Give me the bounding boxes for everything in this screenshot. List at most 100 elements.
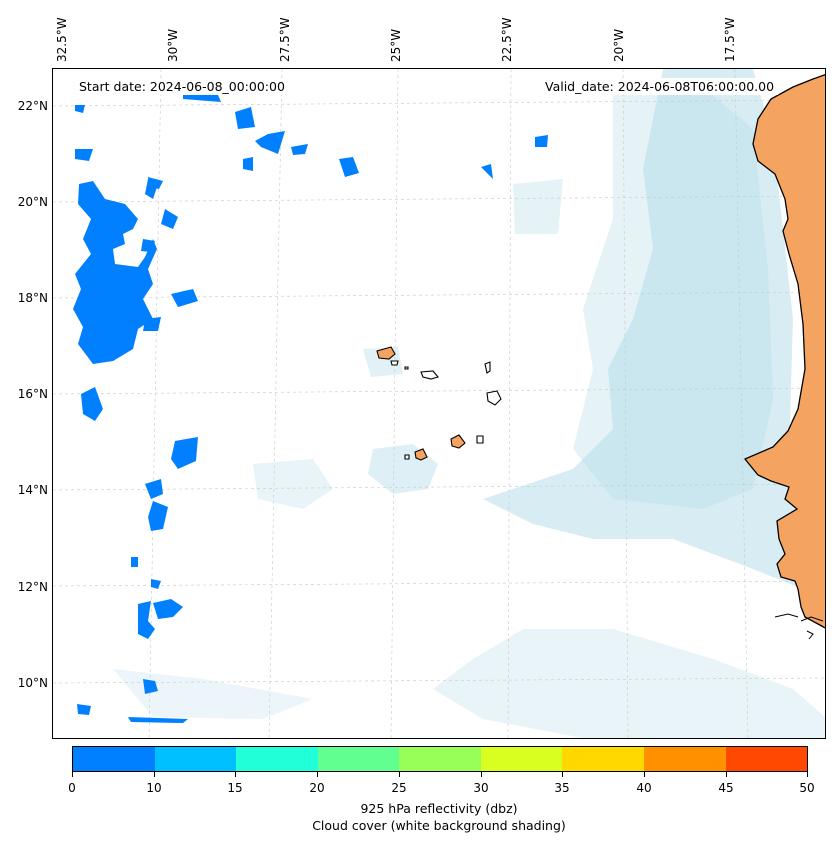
colorbar-tick-label: 35 [554, 781, 570, 795]
radar-echo [141, 239, 155, 252]
radar-echo [73, 181, 157, 364]
radar-echo [243, 157, 253, 171]
lon-label: 30°W [166, 28, 180, 62]
radar-echo [161, 209, 178, 229]
island [486, 390, 502, 406]
colorbar-label: 925 hPa reflectivity (dbz) [360, 801, 518, 816]
island [390, 360, 399, 366]
island [484, 361, 491, 374]
radar-echo [143, 317, 161, 331]
lon-label: 22.5°W [500, 17, 514, 62]
cloud-patch-west [253, 459, 333, 509]
radar-echo [171, 289, 198, 307]
island [476, 435, 484, 444]
map-canvas[interactable] [52, 68, 826, 739]
radar-echo [77, 704, 91, 715]
cape-verde-islands [376, 346, 502, 461]
colorbar-tick [807, 772, 808, 777]
island [376, 346, 396, 360]
radar-echo [81, 387, 103, 421]
cloud-cover [113, 69, 825, 738]
island [404, 366, 409, 370]
radar-echo [481, 164, 493, 179]
gridline-lat [53, 580, 825, 587]
colorbar-tick-label: 10 [146, 781, 162, 795]
radar-echo [138, 601, 155, 639]
colorbar-tick [154, 772, 155, 777]
lon-label: 20°W [612, 28, 626, 62]
colorbar-tick-label: 15 [227, 781, 243, 795]
island [450, 434, 466, 449]
colorbar-segment [562, 747, 644, 771]
lon-label: 17.5°W [723, 17, 737, 62]
gridline-lon [268, 69, 283, 738]
radar-echo [145, 479, 163, 499]
colorbar-segment [317, 747, 400, 771]
colorbar-segment [399, 747, 481, 771]
colorbar-segment [725, 747, 808, 771]
gridline-lon [148, 69, 162, 738]
colorbar-tick-label: 20 [309, 781, 325, 795]
lat-label: 20°N [17, 195, 48, 209]
colorbar-tick-label: 50 [799, 781, 815, 795]
cloud-band-south [433, 629, 825, 738]
colorbar-tick [317, 772, 318, 777]
gridline-lon [390, 69, 399, 738]
island [420, 370, 439, 380]
radar-echo [255, 131, 285, 154]
colorbar-tick-label: 40 [636, 781, 652, 795]
lon-label: 25°W [389, 28, 403, 62]
colorbar-segment [643, 747, 726, 771]
west-africa-land [743, 74, 825, 629]
radar-echo [148, 177, 163, 189]
map-svg [53, 69, 825, 738]
colorbar-tick [72, 772, 73, 777]
valid-date-label: Valid_date: 2024-06-08T06:00:00.00 [541, 78, 779, 95]
lon-label: 32.5°W [55, 17, 69, 62]
lat-label: 12°N [17, 580, 48, 594]
cloud-patch-east-high [513, 179, 563, 234]
colorbar-tick [481, 772, 482, 777]
colorbar-segment [480, 747, 563, 771]
colorbar-sublabel: Cloud cover (white background shading) [312, 818, 566, 833]
lon-label: 27.5°W [278, 17, 292, 62]
radar-echo [75, 105, 85, 113]
cloud-patch-islands [368, 444, 438, 494]
colorbar-tick [399, 772, 400, 777]
colorbar-tick [562, 772, 563, 777]
island [414, 448, 428, 461]
lat-label: 16°N [17, 387, 48, 401]
radar-echo [291, 144, 308, 155]
radar-echo [128, 717, 188, 723]
cloud-wisps-sw [113, 669, 313, 719]
colorbar-tick [644, 772, 645, 777]
radar-echo [75, 149, 93, 161]
start-date-label: Start date: 2024-06-08_00:00:00 [75, 78, 289, 95]
colorbar-tick-label: 45 [718, 781, 734, 795]
lat-label: 14°N [17, 483, 48, 497]
radar-echo [171, 437, 198, 469]
gridline-lon [622, 69, 629, 738]
colorbar-segment [154, 747, 237, 771]
radar-echo [131, 557, 138, 567]
colorbar-tick-label: 30 [473, 781, 489, 795]
colorbar-tick [726, 772, 727, 777]
radar-echo [235, 107, 255, 129]
island [404, 454, 410, 460]
radar-echo [153, 599, 183, 619]
gridline-lon [507, 69, 512, 738]
radar-echo [339, 157, 359, 177]
radar-echo [143, 679, 158, 694]
lat-label: 22°N [17, 99, 48, 113]
cloud-band-main [573, 79, 773, 509]
gridline-lon [734, 69, 749, 738]
colorbar-tick [235, 772, 236, 777]
lat-label: 18°N [17, 291, 48, 305]
colorbar-tick-label: 25 [391, 781, 407, 795]
colorbar [72, 746, 808, 772]
colorbar-segment [73, 747, 155, 771]
radar-echo [151, 579, 161, 589]
lat-label: 10°N [17, 676, 48, 690]
radar-echo [148, 501, 168, 531]
radar-echoes [73, 91, 548, 723]
